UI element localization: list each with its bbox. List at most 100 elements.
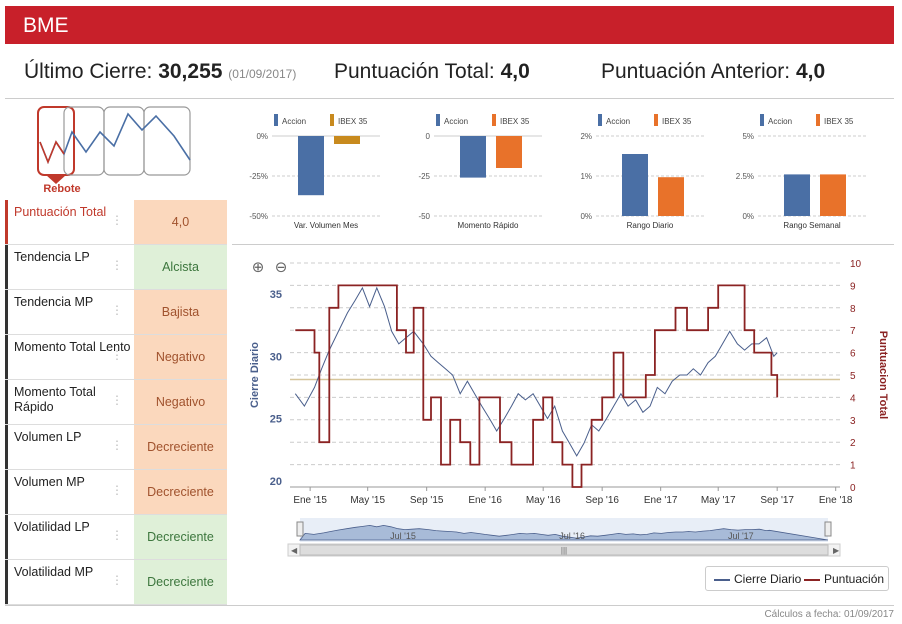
table-row: Tendencia MP ⋮ Bajista xyxy=(5,290,227,335)
drag-handle-icon: ⋮ xyxy=(111,393,123,407)
x-tick-label: Sep '16 xyxy=(585,495,619,506)
y-right-tick-label: 1 xyxy=(850,461,856,472)
table-row: Volatilidad MP ⋮ Decreciente xyxy=(5,560,227,605)
drag-handle-icon: ⋮ xyxy=(111,573,123,587)
indicator-table: Puntuación Total ⋮ 4,0 Tendencia LP ⋮ Alcista… xyxy=(5,200,227,605)
zoom-out-icon[interactable]: ⊖ xyxy=(274,259,288,276)
table-row: Volumen MP ⋮ Decreciente xyxy=(5,470,227,515)
x-tick-label: Ene '15 xyxy=(293,495,327,506)
bar-accion xyxy=(460,136,486,178)
y-left-tick-label: 35 xyxy=(270,289,282,301)
navigator-graphic[interactable]: Jul '15 Jul '16 Jul '17 ||| ◀ ▶ xyxy=(287,518,844,558)
legend-line-icon xyxy=(804,578,820,581)
row-label: Tendencia MP xyxy=(5,290,133,334)
navigator-handle-left xyxy=(296,521,304,537)
y-tick-label: 0% xyxy=(580,212,592,221)
ultimo-cierre: Último Cierre: 30,255 (01/09/2017) xyxy=(24,60,296,84)
row-label: Puntuación Total xyxy=(5,200,133,244)
row-value: Negativo xyxy=(134,380,227,424)
x-tick-label: May '15 xyxy=(350,495,385,506)
total-label: Puntuación Total: xyxy=(334,60,495,83)
legend-label: IBEX 35 xyxy=(662,117,692,126)
row-value: Bajista xyxy=(134,290,227,334)
legend-swatch xyxy=(492,114,496,126)
divider-bottom xyxy=(5,605,894,606)
scroll-left-icon: ◀ xyxy=(291,546,298,555)
bar-accion xyxy=(784,174,810,216)
pattern-line-highlight xyxy=(39,140,65,165)
navigator-series xyxy=(299,524,829,541)
legend-item[interactable]: Cierre Diario xyxy=(714,572,801,586)
pattern-card xyxy=(63,106,105,176)
x-tick-label: Ene '17 xyxy=(644,495,678,506)
drag-handle-icon: ⋮ xyxy=(111,213,123,227)
y-right-tick-label: 4 xyxy=(850,393,856,404)
legend-label: Accion xyxy=(606,117,630,126)
scrollbar-thumb xyxy=(299,544,829,556)
legend-label: IBEX 35 xyxy=(500,117,530,126)
puntuacion-total: Puntuación Total: 4,0 xyxy=(334,60,530,84)
legend-label: IBEX 35 xyxy=(338,117,368,126)
bar-accion xyxy=(298,136,324,196)
legend-label: Puntuación xyxy=(824,572,885,586)
scroll-right-icon: ▶ xyxy=(833,546,840,555)
y-tick-label: 5% xyxy=(742,132,754,141)
footer-note: Cálculos a fecha: 01/09/2017 xyxy=(764,609,894,620)
y-left-tick-label: 20 xyxy=(270,476,282,488)
series-cierre-diario xyxy=(294,286,778,457)
pattern-line xyxy=(39,112,191,165)
x-tick-label: May '17 xyxy=(701,495,736,506)
y-right-tick-label: 6 xyxy=(850,349,856,360)
row-label: Momento Total Lento xyxy=(5,335,133,379)
legend-label: Cierre Diario xyxy=(734,572,802,586)
row-value: Negativo xyxy=(134,335,227,379)
bar-chart-1: Accion IBEX 35 0% -25% -50% Var. Volumen Mes xyxy=(249,114,380,230)
row-value: Alcista xyxy=(134,245,227,289)
navigator-label: Jul '16 xyxy=(559,531,585,541)
series-puntuacion xyxy=(295,284,779,488)
bar-chart-4: Accion IBEX 35 5% 2.5% 0% Rango Semanal xyxy=(736,114,866,230)
x-axis-label: Rango Semanal xyxy=(783,221,841,230)
y-left-tick-label: 30 xyxy=(270,351,282,363)
table-row: Tendencia LP ⋮ Alcista xyxy=(5,245,227,290)
table-row: Volatilidad LP ⋮ Decreciente xyxy=(5,515,227,560)
zoom-in-icon[interactable]: ⊕ xyxy=(251,259,265,276)
pattern-card xyxy=(143,106,191,176)
bar-chart-2: Accion IBEX 35 0 -25 -50 Momento Rápido xyxy=(418,114,542,230)
pattern-pointer-icon xyxy=(46,175,66,184)
x-tick-label: Sep '15 xyxy=(410,495,444,506)
bar-ibex-35 xyxy=(658,177,684,216)
anterior-label: Puntuación Anterior: xyxy=(601,60,791,83)
y-right-tick-label: 0 xyxy=(850,483,856,494)
x-tick-label: Ene '16 xyxy=(468,495,502,506)
summary-bar: Último Cierre: 30,255 (01/09/2017) Puntu… xyxy=(24,60,884,90)
y-left-tick-label: 25 xyxy=(270,414,282,426)
pattern-graphic xyxy=(37,106,191,184)
app-header: BME xyxy=(5,6,894,44)
x-tick-label: Ene '18 xyxy=(819,495,853,506)
row-label: Tendencia LP xyxy=(5,245,133,289)
row-label: Volumen LP xyxy=(5,425,133,469)
y-tick-label: -50% xyxy=(249,212,268,221)
drag-handle-icon: ⋮ xyxy=(111,303,123,317)
bar-accion xyxy=(622,154,648,216)
row-value: 4,0 xyxy=(134,200,227,244)
scrollbar-grip-icon: ||| xyxy=(561,546,567,555)
legend-item[interactable]: Puntuación xyxy=(804,572,884,586)
drag-handle-icon: ⋮ xyxy=(111,258,123,272)
legend-swatch xyxy=(330,114,334,126)
drag-handle-icon: ⋮ xyxy=(111,528,123,542)
row-value: Decreciente xyxy=(134,425,227,469)
pattern-indicator xyxy=(36,106,196,194)
chart-legend: Cierre Diario Puntuación xyxy=(705,566,889,591)
x-axis-label: Momento Rápido xyxy=(458,221,519,230)
y-right-tick-label: 5 xyxy=(850,371,856,382)
row-value: Decreciente xyxy=(134,560,227,604)
legend-swatch xyxy=(436,114,440,126)
legend-swatch xyxy=(598,114,602,126)
x-tick-label: Sep '17 xyxy=(760,495,794,506)
y-tick-label: 1% xyxy=(580,172,592,181)
y-tick-label: -25% xyxy=(249,172,268,181)
bar-ibex-35 xyxy=(496,136,522,168)
